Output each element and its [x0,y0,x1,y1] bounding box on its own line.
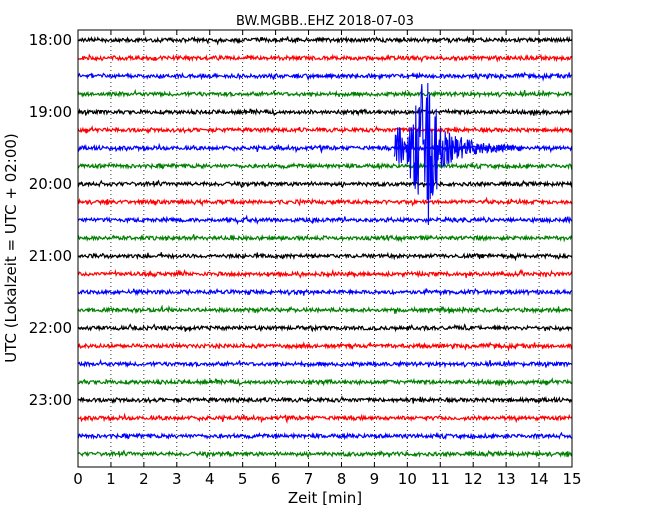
event-group [393,82,524,226]
x-tick-label: 12 [464,470,483,488]
trace-2015 [77,196,573,208]
chart-title: BW.MGBB..EHZ 2018-07-03 [236,14,414,29]
trace-2330 [77,431,573,441]
trace-2245 [77,377,573,387]
y-tick-label: 22:00 [29,319,72,337]
trace-1915 [77,125,573,135]
trace-2145 [77,304,573,315]
trace-1845 [77,88,573,99]
x-tick-label: 2 [139,470,149,488]
trace-1945 [77,161,573,171]
x-axis: 0 1 2 3 4 5 6 7 8 9 10 11 12 13 14 15 [73,30,582,488]
trace-2030 [77,214,573,226]
x-tick-label: 14 [530,470,549,488]
x-tick-label: 8 [337,470,347,488]
x-tick-label: 11 [431,470,450,488]
x-tick-label: 9 [370,470,380,488]
x-tick-label: 5 [238,470,248,488]
x-tick-label: 4 [205,470,215,488]
trace-2200 [77,323,573,333]
grid-lines [110,30,540,467]
trace-2315 [77,412,573,424]
trace-2045 [77,233,573,243]
event-trace [393,82,524,226]
trace-group [77,35,573,459]
trace-2100 [78,251,573,262]
y-tick-label: 21:00 [29,247,72,265]
y-axis-label: UTC (Lokalzeit = UTC + 02:00) [2,133,20,363]
x-tick-label: 10 [398,470,417,488]
x-tick-label: 13 [497,470,516,488]
x-tick-label: 15 [562,470,581,488]
trace-1815 [77,53,573,63]
y-tick-label: 20:00 [29,175,72,193]
y-axis: 18:00 19:00 20:00 21:00 22:00 23:00 [29,31,572,409]
y-tick-label: 19:00 [29,103,72,121]
trace-2115 [77,268,573,279]
trace-1800 [77,35,573,46]
trace-1900 [77,107,573,117]
x-tick-label: 7 [304,470,314,488]
trace-2000 [77,179,573,189]
y-tick-label: 23:00 [29,391,72,409]
trace-2130 [77,287,573,297]
x-tick-label: 1 [106,470,116,488]
trace-1830 [77,71,573,82]
x-tick-label: 0 [73,470,83,488]
trace-2345 [77,449,573,459]
trace-2215 [77,341,573,352]
trace-2300 [77,395,573,405]
x-tick-label: 3 [172,470,182,488]
plot-frame [77,29,573,468]
x-tick-label: 6 [271,470,281,488]
x-axis-label: Zeit [min] [288,489,362,507]
trace-2230 [77,358,573,369]
y-tick-label: 18:00 [29,31,72,49]
